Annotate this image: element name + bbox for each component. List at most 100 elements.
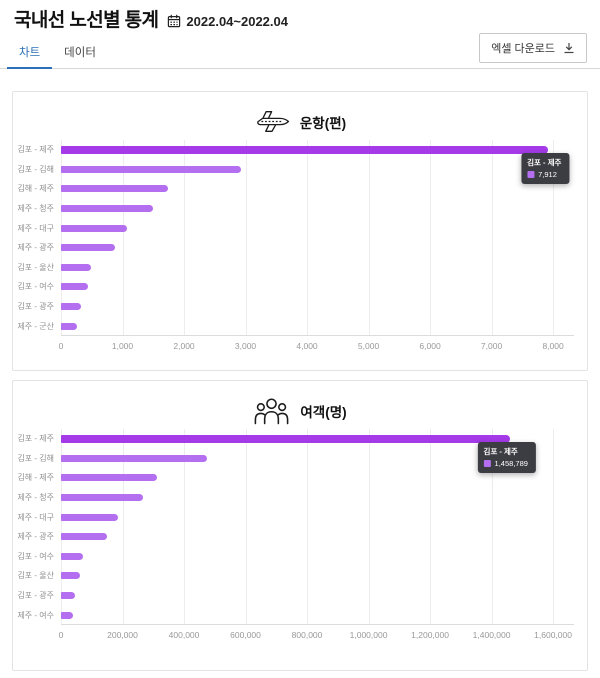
category-label: 김포 - 제주 (17, 145, 54, 155)
bar-제주-청주[interactable] (61, 205, 154, 213)
tab-data[interactable]: 데이터 (64, 47, 96, 59)
axis-tick-label: 1,200,000 (411, 630, 449, 640)
chart-row: 김해 - 제주 (17, 179, 574, 199)
category-label: 제주 - 여수 (17, 610, 54, 620)
axis-tick-label: 800,000 (291, 630, 323, 640)
gridline (184, 429, 186, 624)
axis-tick-label: 1,600,000 (534, 630, 572, 640)
bar-김포-울산[interactable] (61, 572, 80, 580)
people-icon (253, 397, 290, 425)
chart-row: 제주 - 대구 (17, 507, 574, 527)
flights-chart-title: 운항(편) (13, 92, 587, 136)
bar-김포-제주[interactable] (61, 145, 548, 154)
gridline (430, 429, 432, 624)
gridline (245, 140, 247, 335)
excel-download-label: 엑셀 다운로드 (491, 43, 555, 55)
axis-tick-label: 6,000 (419, 341, 441, 351)
gridline (368, 140, 370, 335)
bar-김포-제주[interactable] (61, 434, 510, 443)
category-label: 제주 - 광주 (17, 243, 54, 253)
axis-tick-label: 8,000 (542, 341, 564, 351)
bar-김포-여수[interactable] (61, 283, 89, 291)
chart-row: 제주 - 광주 (17, 527, 574, 547)
chart-row: 김포 - 여수 (17, 547, 574, 567)
bar-제주-청주[interactable] (61, 494, 143, 502)
gridline (122, 140, 124, 335)
category-label: 제주 - 대구 (17, 223, 54, 233)
chart-tooltip: 김포 - 제주 7,912 (521, 153, 570, 185)
chart-row: 제주 - 광주 (17, 238, 574, 258)
chart-title-text: 여객(명) (300, 404, 347, 420)
category-label: 김포 - 김해 (17, 453, 54, 463)
bar-김포-김해[interactable] (61, 454, 208, 462)
bar-제주-대구[interactable] (61, 513, 118, 521)
excel-download-button[interactable]: 엑셀 다운로드 (479, 33, 587, 63)
tab-chart[interactable]: 차트 (7, 38, 53, 69)
bar-제주-광주[interactable] (61, 533, 107, 541)
bar-김포-여수[interactable] (61, 552, 83, 560)
category-label: 김포 - 울산 (17, 571, 54, 581)
page-title: 국내선 노선별 통계 (14, 10, 159, 31)
passengers-chart-title: 여객(명) (13, 381, 587, 425)
category-label: 김포 - 김해 (17, 164, 54, 174)
page-header: 국내선 노선별 통계 2022.04~2022.04 (0, 0, 600, 32)
axis-tick-label: 0 (58, 630, 64, 640)
axis-tick-label: 1,400,000 (472, 630, 511, 640)
calendar-icon (167, 14, 181, 28)
gridline (491, 429, 493, 624)
chart-row: 김포 - 여수 (17, 277, 574, 297)
chart-row: 제주 - 청주 (17, 488, 574, 508)
axis-tick-label: 0 (58, 341, 64, 351)
bar-김포-광주[interactable] (61, 303, 81, 311)
axis-tick-label: 200,000 (107, 630, 138, 640)
chart-row: 김포 - 제주 (17, 429, 574, 449)
gridline (553, 429, 555, 624)
gridline (307, 140, 309, 335)
download-icon (563, 42, 575, 54)
series-marker (483, 459, 491, 467)
x-axis: 0 1,000 2,000 3,000 4,000 5,000 6,000 7,000 8,00… (58, 340, 574, 355)
tooltip-value: 1,458,789 (483, 458, 528, 470)
gridline (122, 429, 124, 624)
gridline (553, 140, 555, 335)
chart-row: 김포 - 울산 (17, 258, 574, 278)
chart-title-text: 운항(편) (299, 115, 347, 131)
x-axis: 0 200,000 400,000 600,000 800,000 1,000,000 1,… (58, 629, 574, 644)
date-range-text: 2022.04~2022.04 (186, 13, 288, 29)
bar-김포-광주[interactable] (61, 592, 75, 600)
axis-tick-label: 1,000 (111, 341, 134, 351)
tooltip-value: 7,912 (527, 169, 561, 181)
gridline (491, 140, 493, 335)
bar-김포-김해[interactable] (61, 165, 242, 173)
axis-tick-label: 5,000 (357, 341, 380, 351)
gridline (368, 429, 370, 624)
bar-제주-광주[interactable] (61, 244, 116, 252)
series-marker (527, 170, 535, 178)
category-label: 제주 - 광주 (17, 532, 54, 542)
chart-row: 제주 - 군산 (17, 316, 574, 336)
bar-김해-제주[interactable] (61, 185, 169, 193)
chart-row: 김포 - 김해 (17, 160, 574, 180)
bar-제주-군산[interactable] (61, 322, 77, 330)
chart-row: 김포 - 광주 (17, 586, 574, 606)
category-label: 김해 - 제주 (17, 184, 54, 194)
bar-김해-제주[interactable] (61, 474, 158, 482)
category-label: 제주 - 청주 (17, 493, 54, 503)
category-label: 김해 - 제주 (17, 473, 54, 483)
bar-김포-울산[interactable] (61, 263, 91, 271)
bar-제주-여수[interactable] (61, 611, 73, 619)
date-range: 2022.04~2022.04 (167, 14, 288, 29)
gridline (430, 140, 432, 335)
chart-row: 김포 - 광주 (17, 297, 574, 317)
tooltip-value-text: 1,458,789 (494, 458, 528, 468)
bar-제주-대구[interactable] (61, 224, 127, 232)
chart-row: 제주 - 청주 (17, 199, 574, 219)
category-label: 김포 - 광주 (17, 591, 54, 601)
chart-row: 김포 - 제주 (17, 140, 574, 160)
tooltip-category: 김포 - 제주 (483, 447, 518, 456)
category-label: 제주 - 대구 (17, 512, 54, 522)
